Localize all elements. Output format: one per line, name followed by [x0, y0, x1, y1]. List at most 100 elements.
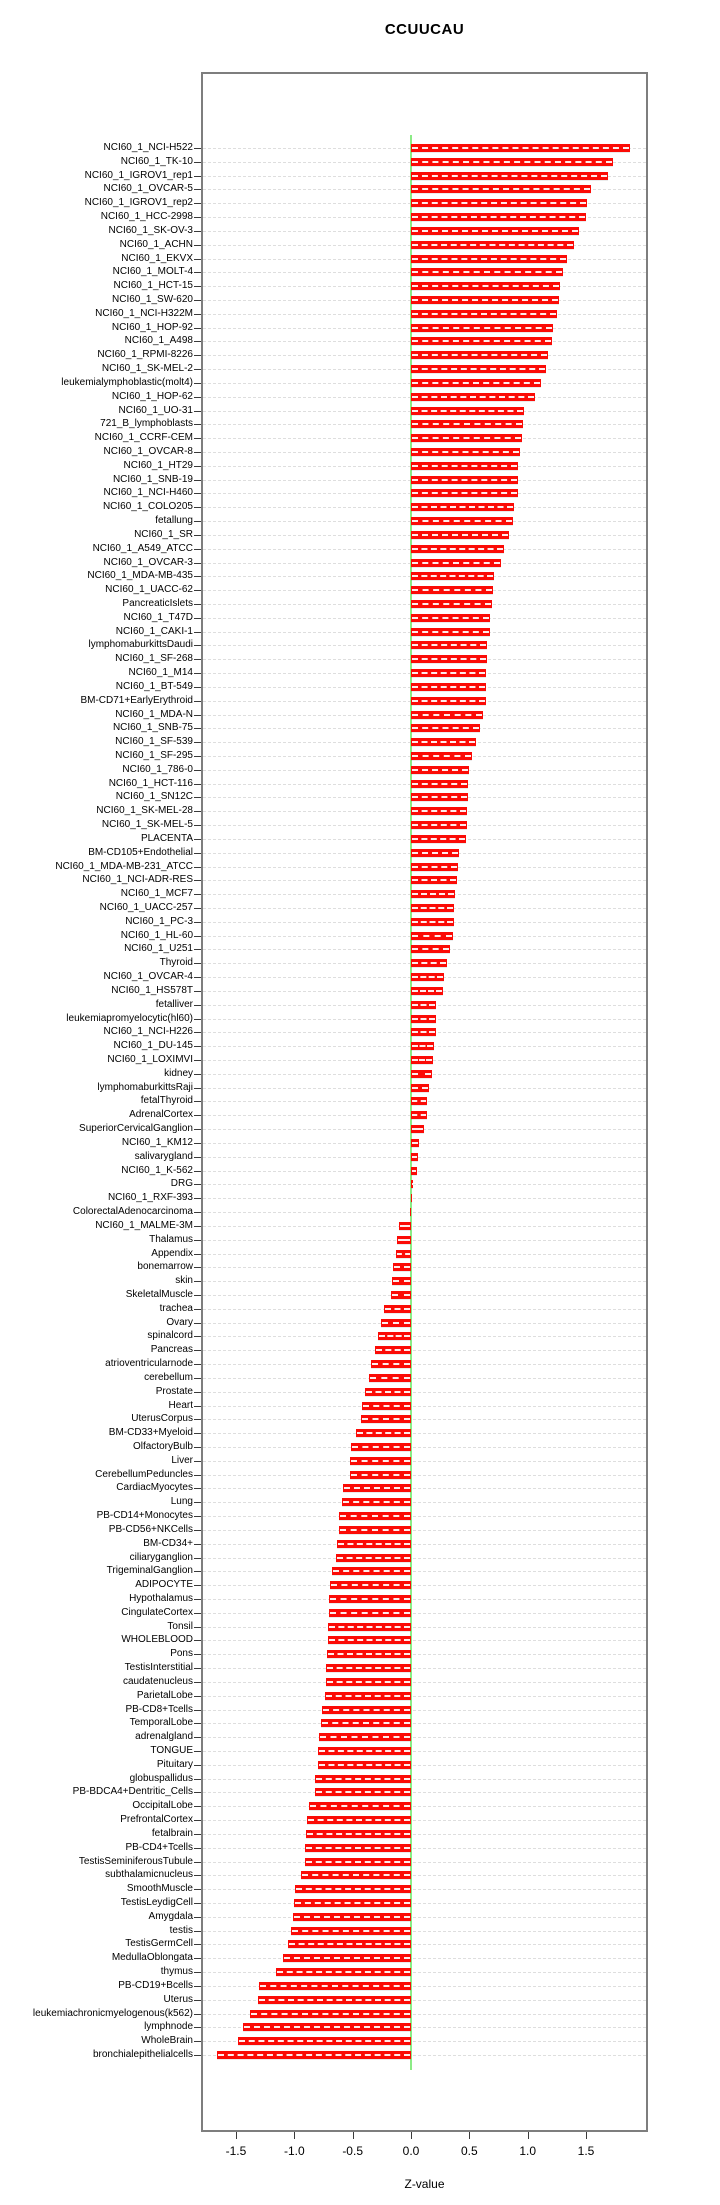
y-axis-tick — [194, 300, 201, 301]
y-axis-tick — [194, 2013, 201, 2015]
grid-line — [203, 1294, 646, 1296]
category-label: subthalamicnucleus — [105, 1869, 193, 1881]
category-label: Appendix — [151, 1247, 193, 1259]
y-axis-tick — [194, 493, 201, 495]
category-label: NCI60_1_SW-620 — [112, 294, 193, 305]
bar-leukemiapromyelocytic(hl60) — [411, 1014, 436, 1023]
y-axis-tick — [194, 1529, 201, 1531]
y-axis-tick — [194, 1681, 201, 1683]
grid-line — [203, 1889, 646, 1891]
y-axis-tick — [194, 1405, 201, 1407]
grid-line — [203, 1750, 646, 1752]
y-axis-tick — [194, 1792, 201, 1794]
category-label: NCI60_1_A549_ATCC — [92, 542, 193, 554]
y-axis-tick — [194, 866, 201, 868]
bar-BM-CD71+EarlyErythroid — [411, 696, 486, 705]
category-label: ciliaryganglion — [129, 1551, 193, 1563]
category-label: caudatenucleus — [122, 1675, 193, 1687]
category-label: SuperiorCervicalGanglion — [79, 1123, 193, 1135]
bar-NCI60_1_EKVX — [411, 254, 568, 263]
bar-Ovary — [380, 1318, 411, 1327]
bar-TestisInterstitial — [325, 1664, 411, 1673]
grid-line — [203, 1322, 646, 1324]
category-label: Prostate — [155, 1385, 193, 1397]
y-axis-tick — [194, 1129, 201, 1131]
category-label: TestisSeminiferousTubule — [78, 1855, 193, 1867]
grid-line — [203, 1723, 646, 1725]
y-axis-tick — [194, 1806, 201, 1808]
category-label: NCI60_1_HCT-15 — [113, 280, 193, 292]
category-label: globuspallidus — [129, 1772, 193, 1784]
category-label: Thyroid — [159, 957, 193, 969]
y-axis-tick — [194, 217, 201, 219]
bar-NCI60_1_UACC-257 — [411, 904, 455, 913]
bar-leukemialymphoblastic(molt4) — [411, 378, 541, 387]
bar-OccipitalLobe — [309, 1802, 411, 1811]
y-axis-tick — [194, 1474, 201, 1476]
bar-leukemiachronicmyelogenous(k562) — [249, 2009, 411, 2018]
category-label: NCI60_1_MDA-MB-435 — [87, 570, 193, 582]
y-axis-tick — [194, 286, 201, 288]
y-axis-tick — [194, 438, 201, 440]
grid-line — [203, 1543, 646, 1545]
category-label: fetallung — [155, 515, 193, 527]
grid-line — [203, 1433, 646, 1435]
category-label: leukemiapromyelocytic(hl60) — [66, 1012, 193, 1024]
y-axis-tick — [194, 479, 201, 481]
y-axis-tick — [194, 203, 201, 205]
bar-NCI60_1_SK-MEL-28 — [411, 807, 467, 816]
category-label: DRG — [170, 1178, 193, 1190]
bar-Pituitary — [317, 1760, 411, 1769]
bar-NCI60_1_CAKI-1 — [411, 627, 491, 636]
category-label: Thalamus — [149, 1233, 193, 1245]
category-label: NCI60_1_PC-3 — [125, 915, 193, 927]
grid-line — [203, 1944, 646, 1946]
category-label: NCI60_1_MALME-3M — [95, 1219, 193, 1231]
bar-fetalliver — [411, 1000, 436, 1009]
y-axis-tick — [194, 327, 201, 329]
y-axis-tick — [194, 728, 201, 730]
grid-line — [203, 1405, 646, 1407]
grid-line — [203, 1778, 646, 1780]
y-axis-tick — [194, 1281, 201, 1283]
category-label: ParietalLobe — [136, 1689, 193, 1701]
y-axis-tick — [194, 521, 201, 523]
bar-spinalcord — [378, 1332, 411, 1341]
bar-NCI60_1_BT-549 — [411, 682, 486, 691]
bar-NCI60_1_PC-3 — [411, 917, 455, 926]
y-axis-tick — [194, 811, 201, 813]
y-axis-tick — [194, 1585, 201, 1587]
bar-SkeletalMuscle — [391, 1290, 411, 1299]
category-label: NCI60_1_MDA-N — [115, 708, 193, 720]
category-label: ADIPOCYTE — [135, 1579, 193, 1591]
y-axis-tick — [194, 1930, 201, 1932]
bar-SmoothMuscle — [295, 1885, 411, 1894]
y-axis-tick — [194, 1861, 201, 1863]
y-axis-tick — [194, 2054, 201, 2056]
bar-NCI60_1_UO-31 — [411, 406, 525, 415]
grid-line — [203, 1198, 646, 1200]
category-label: NCI60_1_UACC-62 — [105, 584, 193, 596]
grid-line — [203, 1598, 646, 1600]
bar-Lung — [342, 1498, 411, 1507]
y-axis-tick — [194, 396, 201, 398]
grid-line — [203, 1516, 646, 1518]
bar-NCI60_1_KM12 — [411, 1138, 420, 1147]
category-label: PB-CD4+Tcells — [125, 1841, 193, 1853]
y-axis-tick — [194, 659, 201, 661]
bar-721_B_lymphoblasts — [411, 420, 523, 429]
category-label: fetalThyroid — [140, 1095, 193, 1107]
y-axis-tick — [194, 1944, 201, 1946]
category-label: NCI60_1_SK-MEL-2 — [101, 363, 193, 375]
y-axis-tick — [194, 1170, 201, 1172]
bar-cerebellum — [368, 1373, 411, 1382]
category-label: TrigeminalGanglion — [106, 1565, 193, 1577]
grid-line — [203, 1239, 646, 1241]
category-label: WHOLEBLOOD — [121, 1634, 193, 1646]
grid-line — [203, 1972, 646, 1974]
bar-NCI60_1_MCF7 — [411, 890, 456, 899]
category-label: kidney — [164, 1067, 193, 1079]
category-label: TemporalLobe — [129, 1717, 193, 1729]
grid-line — [203, 1806, 646, 1808]
